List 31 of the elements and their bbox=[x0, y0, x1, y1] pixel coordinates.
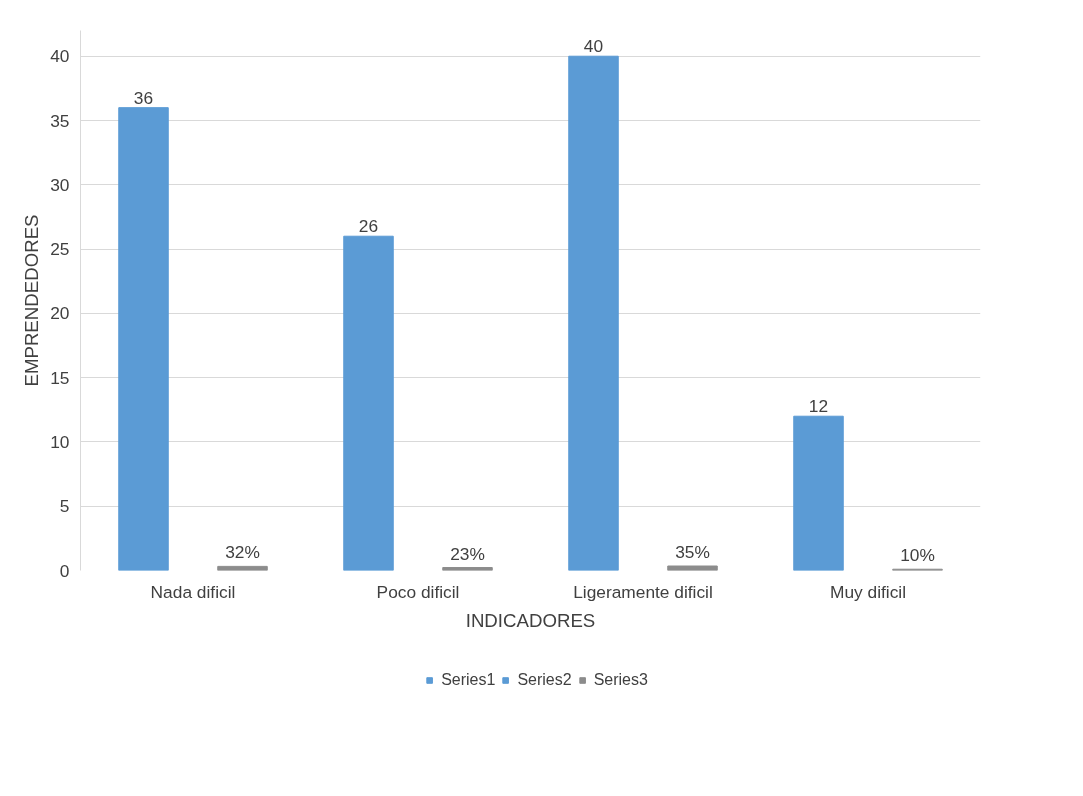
bar bbox=[343, 235, 394, 571]
data-label: 35% bbox=[675, 542, 710, 562]
y-tick-label: 15 bbox=[50, 367, 70, 388]
data-label: 10% bbox=[900, 545, 935, 566]
bar bbox=[118, 107, 169, 571]
x-tick-label: Muy dificil bbox=[829, 581, 907, 602]
legend-label: Series1 bbox=[441, 671, 496, 689]
y-tick-label: 0 bbox=[59, 560, 70, 581]
data-label: 40 bbox=[583, 36, 604, 57]
data-label: 36 bbox=[133, 87, 154, 108]
legend-label: Series3 bbox=[593, 671, 648, 689]
y-tick-label: 20 bbox=[50, 303, 70, 324]
x-axis-title: INDICADORES bbox=[465, 609, 596, 631]
y-tick-label: 25 bbox=[50, 239, 70, 260]
y-tick-label: 5 bbox=[59, 496, 70, 517]
y-axis-title: EMPRENDEDORES bbox=[21, 214, 43, 387]
x-tick-label: Ligeramente dificil bbox=[573, 581, 713, 602]
y-tick-label: 10 bbox=[50, 431, 70, 452]
data-label: 23% bbox=[450, 543, 485, 564]
legend-label: Series2 bbox=[517, 671, 572, 689]
bar bbox=[793, 415, 844, 571]
y-tick-label: 40 bbox=[50, 46, 70, 67]
x-tick-label: Poco dificil bbox=[376, 581, 460, 602]
x-tick-label: Nada dificil bbox=[150, 581, 236, 602]
bar bbox=[568, 55, 619, 571]
data-label: 26 bbox=[358, 216, 379, 237]
y-tick-label: 35 bbox=[50, 110, 70, 131]
y-tick-label: 30 bbox=[50, 174, 70, 195]
data-label: 32% bbox=[225, 542, 260, 563]
bar bbox=[667, 565, 718, 571]
data-label: 12 bbox=[808, 396, 829, 417]
